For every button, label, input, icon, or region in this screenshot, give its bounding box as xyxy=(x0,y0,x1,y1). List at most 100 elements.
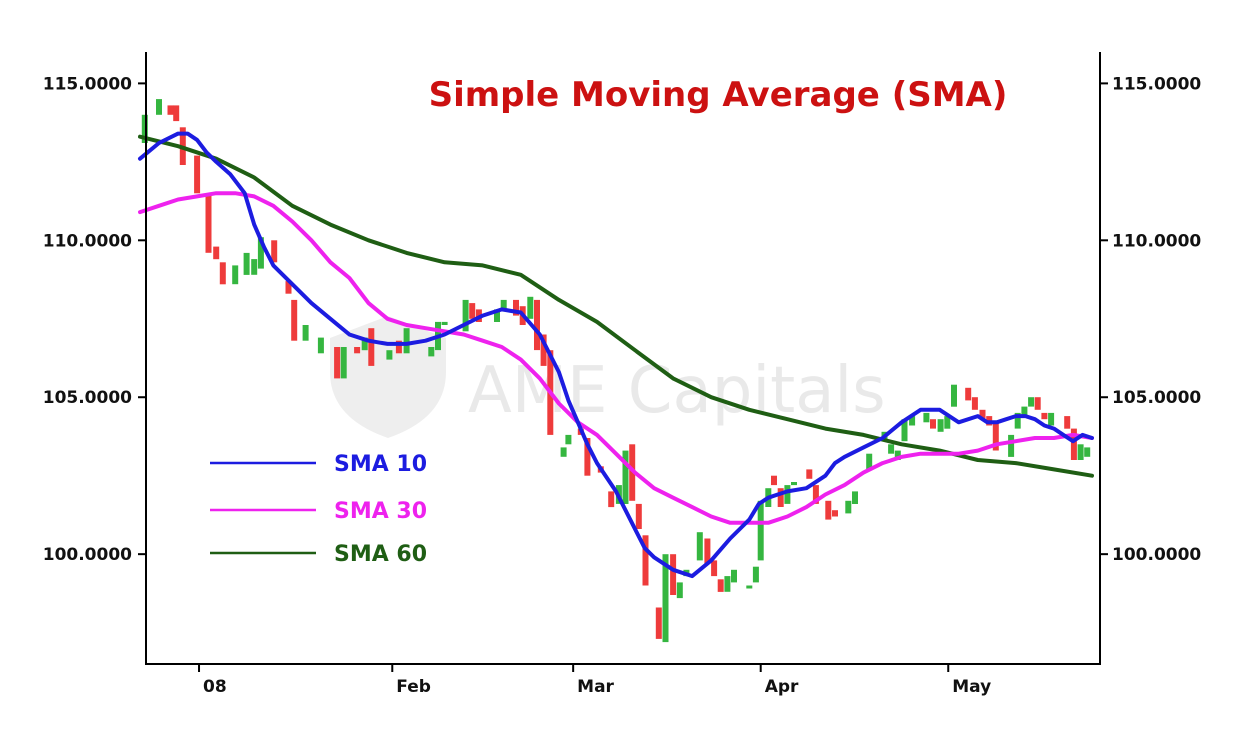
candle-6 xyxy=(205,193,212,253)
legend-label-0: SMA 10 xyxy=(334,452,427,477)
candle-29 xyxy=(462,299,469,332)
candle-40 xyxy=(560,447,567,457)
candle-16 xyxy=(302,325,309,341)
candle-74 xyxy=(845,500,852,514)
candle-78 xyxy=(888,444,895,454)
candle-54 xyxy=(676,582,683,599)
candle-93 xyxy=(1014,412,1021,429)
candle-95 xyxy=(1028,397,1035,407)
candle-61 xyxy=(731,569,737,583)
candle-32 xyxy=(494,309,500,322)
series-line-sma-30 xyxy=(138,191,1094,525)
candle-5 xyxy=(194,155,201,194)
candle-69 xyxy=(791,482,797,486)
y-tick-label-left: 100.0000 xyxy=(43,545,132,565)
x-axis-ticks: 08 Feb Mar Apr May xyxy=(198,664,991,697)
candle-73 xyxy=(832,510,838,517)
candle-71 xyxy=(812,485,819,504)
candle-17 xyxy=(317,337,324,354)
candle-58 xyxy=(711,560,718,577)
candle-21 xyxy=(361,337,368,351)
candle-91 xyxy=(992,422,999,451)
y-tick-label-left: 105.0000 xyxy=(43,388,132,408)
candle-30 xyxy=(469,303,476,319)
candle-57 xyxy=(704,538,711,564)
candle-25 xyxy=(403,328,410,354)
legend-label-2: SMA 60 xyxy=(334,542,427,567)
candle-43 xyxy=(584,438,591,476)
candle-89 xyxy=(979,409,986,420)
candle-38 xyxy=(540,334,547,366)
x-tick-label: 08 xyxy=(203,677,227,697)
candle-100 xyxy=(1070,428,1077,460)
candle-82 xyxy=(923,412,930,423)
sma-lines xyxy=(138,131,1094,579)
candle-12 xyxy=(257,237,264,269)
candle-10 xyxy=(243,252,250,275)
legend: SMA 10 SMA 30 SMA 60 xyxy=(210,452,427,567)
candle-101 xyxy=(1077,444,1084,460)
y-tick-label-left: 115.0000 xyxy=(43,74,132,94)
candle-56 xyxy=(696,532,703,561)
candle-18 xyxy=(334,347,341,379)
candle-79 xyxy=(894,450,901,460)
candle-75 xyxy=(852,491,858,504)
candle-2 xyxy=(167,105,174,115)
candle-96 xyxy=(1034,397,1041,410)
candle-87 xyxy=(965,387,972,401)
y-tick-label-right: 105.0000 xyxy=(1112,388,1201,408)
candle-86 xyxy=(951,384,957,407)
candle-36 xyxy=(527,296,534,319)
candle-34 xyxy=(513,299,519,316)
candle-63 xyxy=(752,566,759,583)
candle-85 xyxy=(944,416,951,429)
y-axis-left-ticks: 100.0000 105.0000 110.0000 115.0000 xyxy=(43,74,146,565)
candle-33 xyxy=(500,299,507,310)
candle-47 xyxy=(622,450,629,504)
candle-88 xyxy=(971,397,978,410)
candle-67 xyxy=(777,488,784,507)
candle-70 xyxy=(806,469,813,479)
candle-76 xyxy=(866,453,873,470)
candle-102 xyxy=(1084,447,1091,457)
candle-41 xyxy=(565,434,572,445)
chart-title: Simple Moving Average (SMA) xyxy=(429,75,1008,115)
y-tick-label-right: 100.0000 xyxy=(1112,545,1201,565)
candle-66 xyxy=(771,475,777,486)
x-tick-label: May xyxy=(952,677,991,697)
candle-81 xyxy=(909,416,916,426)
candle-23 xyxy=(386,350,393,360)
candle-7 xyxy=(213,246,220,260)
series-line-sma-60 xyxy=(138,134,1094,478)
candle-9 xyxy=(232,265,239,285)
candle-1 xyxy=(156,99,162,115)
candle-97 xyxy=(1041,412,1048,420)
candle-62 xyxy=(746,585,753,589)
candle-20 xyxy=(354,347,361,354)
candle-59 xyxy=(717,579,724,592)
axes xyxy=(145,52,1101,665)
candle-19 xyxy=(340,347,347,379)
candle-13 xyxy=(271,240,278,263)
candle-94 xyxy=(1021,406,1028,416)
candle-14 xyxy=(285,281,292,294)
candle-22 xyxy=(368,328,375,366)
candle-51 xyxy=(655,607,662,639)
candle-83 xyxy=(930,419,936,429)
candle-8 xyxy=(219,262,226,285)
series-line-sma-10 xyxy=(138,131,1094,579)
x-tick-label: Feb xyxy=(396,677,431,697)
candle-37 xyxy=(534,299,540,351)
candle-99 xyxy=(1064,416,1071,429)
candle-11 xyxy=(251,259,258,275)
candle-49 xyxy=(635,503,642,529)
candle-15 xyxy=(291,299,298,341)
candle-26 xyxy=(428,347,435,357)
y-tick-label-right: 110.0000 xyxy=(1112,231,1201,251)
candle-3 xyxy=(173,105,180,122)
x-tick-label: Mar xyxy=(577,677,614,697)
candle-72 xyxy=(825,500,832,520)
candle-80 xyxy=(901,419,908,442)
y-tick-label-left: 110.0000 xyxy=(43,231,132,251)
watermark: AME Capitals xyxy=(330,316,886,438)
